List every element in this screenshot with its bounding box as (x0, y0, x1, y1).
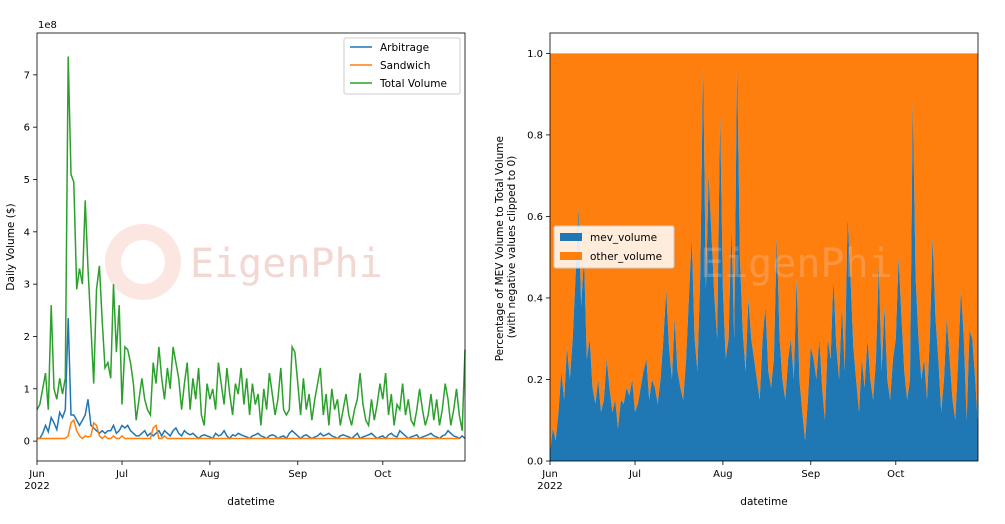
left-legend-box (343, 37, 461, 95)
left-series-lines (36, 56, 466, 440)
y-tick-label: 0.2 (527, 375, 543, 386)
legend-label-sandwich: Sandwich (380, 60, 430, 72)
x-year-label: 2022 (24, 481, 49, 492)
y-tick-label: 1 (24, 384, 30, 395)
y-tick-label: 4 (24, 227, 30, 238)
right-legend-box (553, 225, 675, 269)
left-y-ticks: 0 1 2 3 4 5 6 7 (24, 70, 37, 448)
y-tick-label: 6 (24, 123, 30, 134)
chart-left: EigenPhi 0 1 2 3 4 5 6 7 Jun Jul Aug Sep Oct 2022 1e… (5, 20, 466, 508)
right-axes-frame (549, 32, 979, 462)
x-tick-label: Jun (541, 469, 558, 480)
y-tick-label: 0.6 (527, 212, 543, 223)
legend-label-arbitrage: Arbitrage (380, 42, 429, 54)
right-y-axis-label-line1: Percentage of MEV Volume to Total Volume (494, 136, 506, 361)
legend-label-other-volume: other_volume (590, 251, 662, 263)
legend-label-total-volume: Total Volume (379, 78, 447, 90)
legend-label-mev-volume: mev_volume (590, 232, 657, 244)
line-sandwich (37, 418, 460, 440)
left-x-ticks: Jun Jul Aug Sep Oct 2022 (24, 461, 392, 492)
y-tick-label: 5 (24, 175, 30, 186)
x-tick-label: Aug (713, 469, 733, 480)
area-mev-volume (550, 61, 978, 461)
right-watermark: EigenPhi (700, 241, 893, 287)
watermark-logo-inner-icon (121, 240, 165, 284)
x-tick-label: Jul (115, 469, 128, 480)
line-arbitrage (37, 318, 466, 440)
right-x-ticks: Jun Jul Aug Sep Oct 2022 (537, 461, 905, 492)
chart-right: EigenPhi 0.0 0.2 0.4 0.6 0.8 1.0 Jun Jul Aug Sep… (494, 32, 979, 508)
line-total-volume (36, 56, 466, 431)
x-tick-label: Oct (887, 469, 904, 480)
legend-swatch-other-volume (560, 252, 582, 260)
x-tick-label: Oct (374, 469, 391, 480)
y-tick-label: 0 (24, 437, 30, 448)
x-tick-label: Jul (628, 469, 641, 480)
left-legend: Arbitrage Sandwich Total Volume (343, 37, 461, 95)
right-y-axis-label: Percentage of MEV Volume to Total Volume… (494, 133, 518, 362)
legend-swatch-mev-volume (560, 233, 582, 241)
right-legend: mev_volume other_volume (553, 225, 675, 269)
y-tick-label: 1.0 (527, 49, 543, 60)
x-tick-label: Jun (28, 469, 45, 480)
y-tick-label: 2 (24, 332, 30, 343)
y-tick-label: 3 (24, 280, 30, 291)
left-x-axis-label: datetime (227, 496, 274, 508)
watermark-text: EigenPhi (190, 241, 383, 287)
right-y-axis-label-line2: (with negative values clipped to 0) (506, 156, 518, 339)
y-tick-label: 7 (24, 70, 30, 81)
x-tick-label: Sep (288, 469, 307, 480)
left-axes-frame (36, 32, 466, 462)
area-other-volume (550, 53, 978, 453)
y-tick-label: 0.4 (527, 293, 543, 304)
right-x-axis-label: datetime (740, 496, 787, 508)
x-tick-label: Aug (200, 469, 220, 480)
y-tick-label: 0.8 (527, 130, 543, 141)
x-tick-label: Sep (801, 469, 820, 480)
right-y-ticks: 0.0 0.2 0.4 0.6 0.8 1.0 (527, 49, 550, 468)
watermark-text-right: EigenPhi (700, 241, 893, 287)
x-year-label: 2022 (537, 481, 562, 492)
right-stacked-areas (550, 53, 978, 461)
left-y-axis-label: Daily Volume ($) (5, 203, 17, 290)
left-watermark: EigenPhi (105, 224, 383, 300)
y-tick-label: 0.0 (527, 457, 543, 468)
left-y-offset-label: 1e8 (38, 20, 57, 31)
